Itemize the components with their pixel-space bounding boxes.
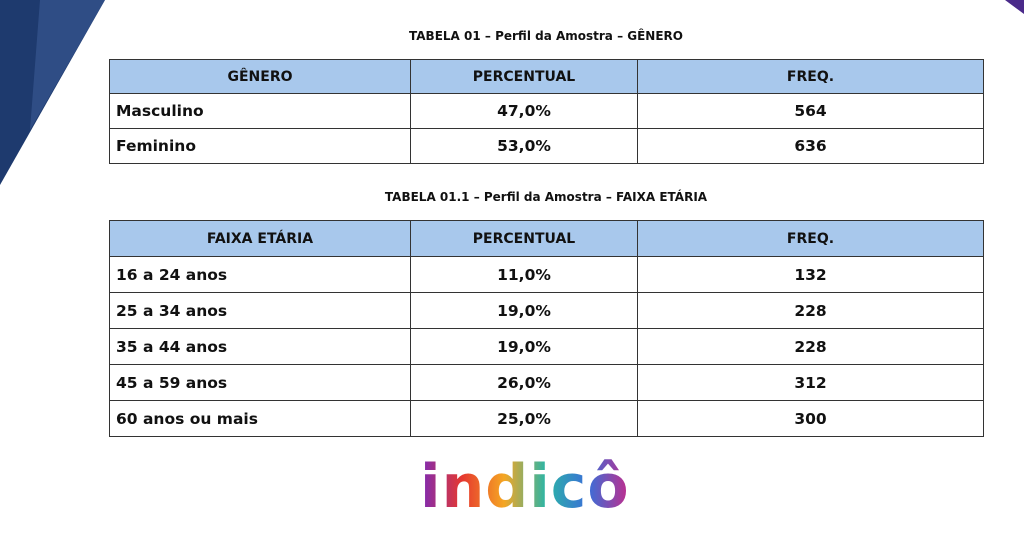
cell: Masculino <box>109 93 411 129</box>
header-cell: FAIXA ETÁRIA <box>109 220 411 257</box>
cell: 19,0% <box>410 328 638 365</box>
header-cell: FREQ. <box>637 220 984 257</box>
cell: 35 a 44 anos <box>109 328 411 365</box>
cell: 45 a 59 anos <box>109 364 411 401</box>
corner-shape <box>30 0 105 130</box>
header-row: FAIXA ETÁRIA PERCENTUAL FREQ. <box>109 220 984 257</box>
row: 45 a 59 anos 26,0% 312 <box>109 364 984 401</box>
row: 60 anos ou mais 25,0% 300 <box>109 400 984 437</box>
header-row: GÊNERO PERCENTUAL FREQ. <box>109 59 984 94</box>
header-cell: PERCENTUAL <box>410 220 638 257</box>
row: Masculino 47,0% 564 <box>109 93 984 129</box>
corner-shape <box>1005 0 1024 14</box>
table-title: TABELA 01 – Perfil da Amostra – GÊNERO <box>409 29 683 43</box>
row: 16 a 24 anos 11,0% 132 <box>109 256 984 293</box>
header-cell: FREQ. <box>637 59 984 94</box>
cell: 60 anos ou mais <box>109 400 411 437</box>
row: Feminino 53,0% 636 <box>109 128 984 164</box>
row: 35 a 44 anos 19,0% 228 <box>109 328 984 365</box>
cell: 300 <box>637 400 984 437</box>
cell: 53,0% <box>410 128 638 164</box>
cell: 564 <box>637 93 984 129</box>
table-title: TABELA 01.1 – Perfil da Amostra – FAIXA … <box>384 190 708 204</box>
corner-shape <box>0 0 105 185</box>
cell: 25,0% <box>410 400 638 437</box>
header-cell: PERCENTUAL <box>410 59 638 94</box>
cell: 26,0% <box>410 364 638 401</box>
cell: 312 <box>637 364 984 401</box>
logo: indicô <box>420 452 630 522</box>
cell: 228 <box>637 292 984 329</box>
header-cell: GÊNERO <box>109 59 411 94</box>
cell: 11,0% <box>410 256 638 293</box>
cell: 16 a 24 anos <box>109 256 411 293</box>
cell: 228 <box>637 328 984 365</box>
cell: 636 <box>637 128 984 164</box>
cell: 47,0% <box>410 93 638 129</box>
cell: 19,0% <box>410 292 638 329</box>
table: GÊNERO PERCENTUAL FREQ. Masculino 47,0% 564 Fe… <box>109 59 984 164</box>
cell: 25 a 34 anos <box>109 292 411 329</box>
cell: Feminino <box>109 128 411 164</box>
row: 25 a 34 anos 19,0% 228 <box>109 292 984 329</box>
cell: 132 <box>637 256 984 293</box>
table: FAIXA ETÁRIA PERCENTUAL FREQ. 16 a 24 anos 1… <box>109 220 984 437</box>
